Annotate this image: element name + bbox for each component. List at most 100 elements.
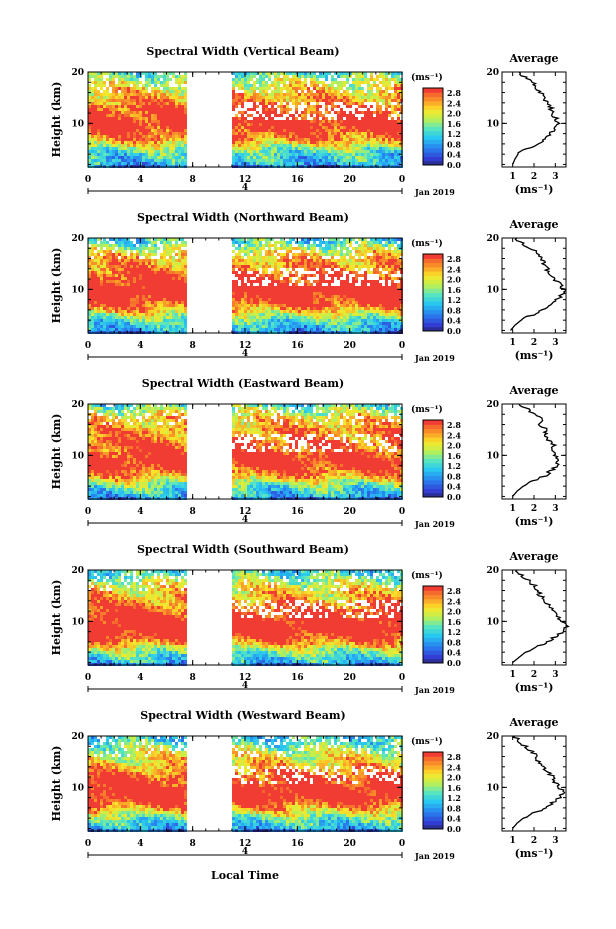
x-tick-label: 4 [137, 839, 143, 849]
panel-title: Spectral Width (Southward Beam) [137, 543, 349, 556]
heatmap-cells [88, 404, 403, 500]
heatmap-cells [88, 736, 403, 832]
x-tick-label: 20 [343, 673, 356, 683]
date-label: Jan 2019 [414, 685, 455, 695]
panel-vertical: Spectral Width (Vertical Beam) Height (km… [50, 45, 567, 197]
colorbar [422, 585, 444, 664]
heatmap-cells [88, 238, 403, 334]
colorbar-tick-label: 0.4 [447, 814, 461, 824]
profile-line [512, 569, 570, 663]
profile-x-tick: 3 [552, 670, 558, 680]
colorbar-tick-label: 2.4 [447, 596, 461, 606]
profile-y-tick: 20 [486, 234, 499, 244]
profile-title: Average [508, 384, 558, 397]
profile-y-tick: 10 [486, 451, 499, 461]
colorbar-tick-label: 2.0 [447, 773, 461, 783]
colorbar-tick-label: 2.4 [447, 430, 461, 440]
colorbar [422, 751, 444, 830]
profile-x-tick: 3 [552, 172, 558, 182]
x-tick-label: 16 [291, 175, 304, 185]
profile-y-tick: 10 [486, 285, 499, 295]
x-tick-label: 0 [399, 839, 405, 849]
profile-x-tick: 2 [531, 338, 537, 348]
colorbar-tick-label: 1.6 [447, 119, 461, 129]
x-tick-label: 0 [85, 673, 91, 683]
colorbar-tick-label: 1.2 [447, 793, 461, 803]
profile-x-tick: 1 [510, 670, 516, 680]
x-tick-label: 0 [85, 175, 91, 185]
profile-y-tick: 10 [486, 617, 499, 627]
y-tick-label: 10 [71, 119, 84, 129]
profile-x-tick: 1 [510, 172, 516, 182]
profile-y-tick: 20 [486, 566, 499, 576]
y-axis-label: Height (km) [50, 746, 63, 822]
profile-y-tick: 10 [486, 783, 499, 793]
profile-line [512, 403, 560, 497]
panel-southward: Spectral Width (Southward Beam) Height (k… [50, 543, 570, 695]
x-tick-label: 12 [239, 839, 252, 849]
x-tick-label: 12 [239, 175, 252, 185]
colorbar-tick-label: 0.0 [447, 824, 461, 834]
profile-x-label: (ms⁻¹) [515, 349, 554, 362]
colorbar-tick-label: 0.8 [447, 637, 461, 647]
y-axis-label: Height (km) [50, 248, 63, 324]
profile-x-tick: 3 [552, 338, 558, 348]
y-tick-label: 20 [71, 732, 84, 742]
y-tick-label: 20 [71, 566, 84, 576]
colorbar-tick-label: 0.4 [447, 648, 461, 658]
x-tick-label: 0 [85, 839, 91, 849]
x-tick-label: 0 [399, 341, 405, 351]
colorbar-tick-label: 1.6 [447, 783, 461, 793]
panel-title: Spectral Width (Eastward Beam) [142, 377, 344, 390]
x-tick-label: 4 [137, 341, 143, 351]
colorbar-tick-label: 2.0 [447, 275, 461, 285]
profile-x-label: (ms⁻¹) [515, 847, 554, 860]
y-tick-label: 20 [71, 68, 84, 78]
panel-title: Spectral Width (Westward Beam) [140, 709, 345, 722]
x-tick-label: 0 [399, 175, 405, 185]
profile-x-tick: 2 [531, 172, 537, 182]
y-axis-label: Height (km) [50, 414, 63, 490]
y-axis-label: Height (km) [50, 82, 63, 158]
colorbar [422, 87, 444, 166]
x-tick-label: 8 [190, 175, 196, 185]
colorbar-unit: (ms⁻¹) [411, 404, 443, 415]
colorbar-tick-label: 2.0 [447, 607, 461, 617]
colorbar-tick-label: 0.0 [447, 658, 461, 668]
y-tick-label: 10 [71, 451, 84, 461]
profile-x-tick: 3 [552, 836, 558, 846]
x-tick-label: 0 [399, 673, 405, 683]
colorbar-tick-label: 2.4 [447, 762, 461, 772]
panel-northward: Spectral Width (Northward Beam) Height (k… [50, 211, 567, 363]
x-tick-label: 20 [343, 507, 356, 517]
colorbar-tick-label: 0.8 [447, 471, 461, 481]
heatmap-cells [88, 72, 403, 168]
colorbar-tick-label: 0.8 [447, 139, 461, 149]
profile-x-tick: 2 [531, 836, 537, 846]
panel-title: Spectral Width (Vertical Beam) [146, 45, 339, 58]
x-tick-label: 0 [85, 341, 91, 351]
x-tick-label: 12 [239, 673, 252, 683]
colorbar-unit: (ms⁻¹) [411, 72, 443, 83]
profile-x-tick: 1 [510, 504, 516, 514]
colorbar-tick-label: 2.8 [447, 254, 461, 264]
x-tick-label: 16 [291, 341, 304, 351]
colorbar-tick-label: 0.0 [447, 160, 461, 170]
profile-x-label: (ms⁻¹) [515, 183, 554, 196]
colorbar-tick-label: 2.8 [447, 88, 461, 98]
x-tick-label: 8 [190, 341, 196, 351]
colorbar [422, 419, 444, 498]
y-tick-label: 10 [71, 783, 84, 793]
profile-x-tick: 3 [552, 504, 558, 514]
y-tick-label: 10 [71, 285, 84, 295]
profile-y-tick: 20 [486, 68, 499, 78]
x-tick-label: 4 [137, 673, 143, 683]
profile-x-tick: 1 [510, 836, 516, 846]
day-label: 4 [242, 183, 248, 193]
profile-title: Average [508, 218, 558, 231]
panel-westward: Spectral Width (Westward Beam) Height (km… [50, 709, 567, 861]
profile-x-label: (ms⁻¹) [515, 515, 554, 528]
profile-line [512, 71, 561, 165]
profile-title: Average [508, 716, 558, 729]
colorbar-tick-label: 0.4 [447, 150, 461, 160]
